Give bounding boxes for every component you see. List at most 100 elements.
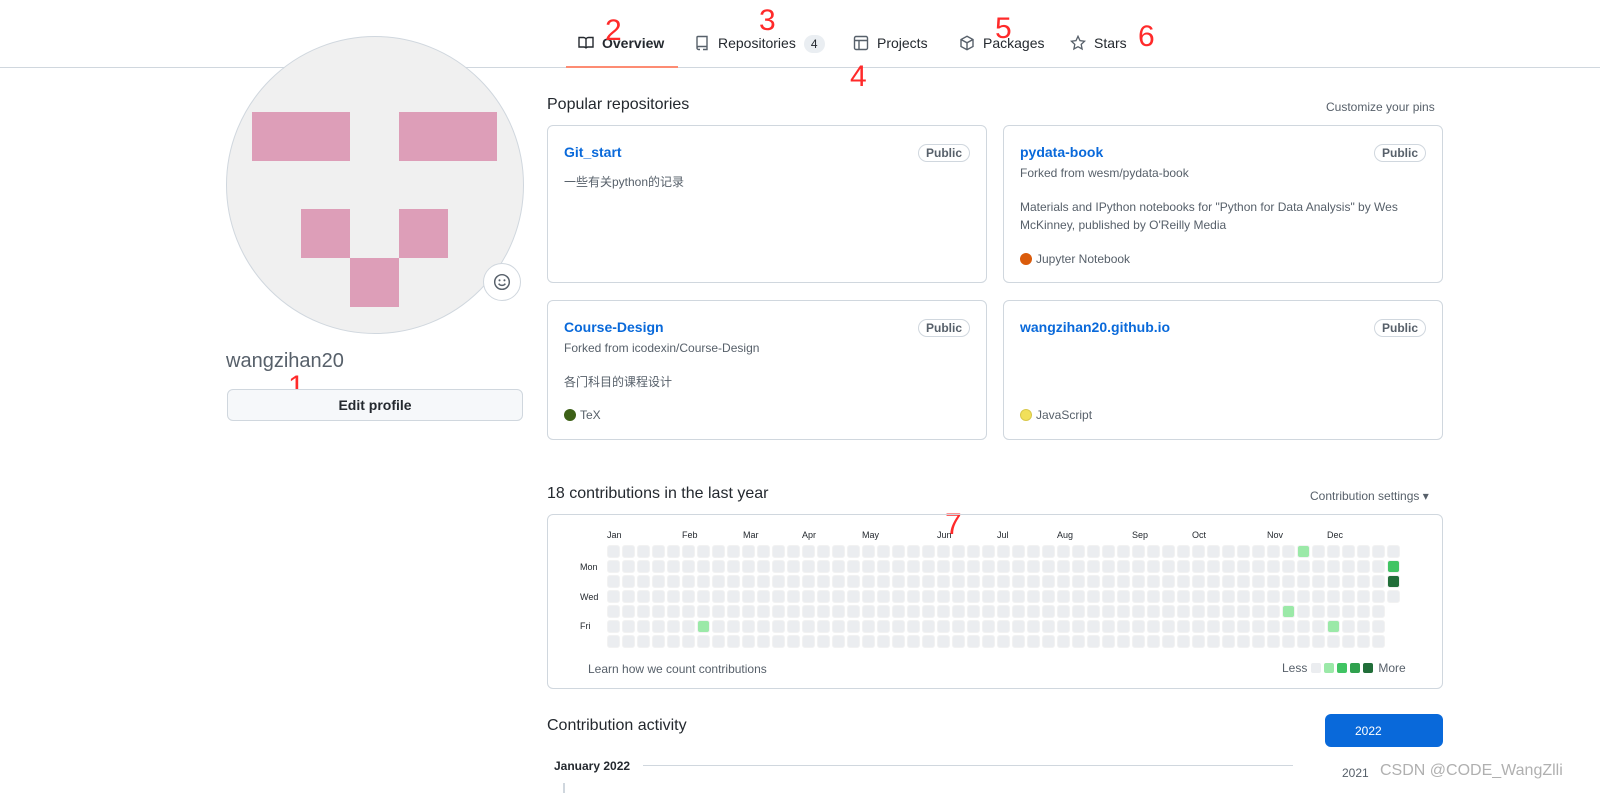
contribution-day-cell[interactable] xyxy=(847,575,860,588)
contribution-day-cell[interactable] xyxy=(907,545,920,558)
contribution-day-cell[interactable] xyxy=(787,635,800,648)
contribution-day-cell[interactable] xyxy=(877,545,890,558)
contribution-day-cell[interactable] xyxy=(1147,560,1160,573)
contribution-day-cell[interactable] xyxy=(847,560,860,573)
contribution-day-cell[interactable] xyxy=(637,635,650,648)
contribution-day-cell[interactable] xyxy=(1222,635,1235,648)
contribution-day-cell[interactable] xyxy=(802,560,815,573)
contribution-day-cell[interactable] xyxy=(682,575,695,588)
contribution-day-cell[interactable] xyxy=(667,590,680,603)
contribution-day-cell[interactable] xyxy=(832,605,845,618)
contribution-day-cell[interactable] xyxy=(727,605,740,618)
contribution-day-cell[interactable] xyxy=(1147,605,1160,618)
contribution-day-cell[interactable] xyxy=(997,605,1010,618)
contribution-day-cell[interactable] xyxy=(667,605,680,618)
contribution-day-cell[interactable] xyxy=(847,545,860,558)
contribution-day-cell[interactable] xyxy=(997,575,1010,588)
contribution-day-cell[interactable] xyxy=(712,620,725,633)
contribution-day-cell[interactable] xyxy=(1132,605,1145,618)
contribution-day-cell[interactable] xyxy=(1192,635,1205,648)
contribution-day-cell[interactable] xyxy=(1312,620,1325,633)
contribution-day-cell[interactable] xyxy=(607,575,620,588)
contribution-day-cell[interactable] xyxy=(1327,560,1340,573)
contribution-day-cell[interactable] xyxy=(607,620,620,633)
contribution-day-cell[interactable] xyxy=(1297,635,1310,648)
contribution-day-cell[interactable] xyxy=(1102,560,1115,573)
contribution-day-cell[interactable] xyxy=(607,605,620,618)
contribution-day-cell[interactable] xyxy=(652,620,665,633)
contribution-day-cell[interactable] xyxy=(997,590,1010,603)
contribution-day-cell[interactable] xyxy=(802,620,815,633)
contribution-day-cell[interactable] xyxy=(817,605,830,618)
repo-name-link[interactable]: pydata-book xyxy=(1020,144,1104,160)
contribution-day-cell[interactable] xyxy=(727,545,740,558)
contribution-day-cell[interactable] xyxy=(1147,635,1160,648)
contribution-day-cell[interactable] xyxy=(1012,560,1025,573)
contribution-day-cell[interactable] xyxy=(1057,635,1070,648)
contribution-day-cell[interactable] xyxy=(1087,620,1100,633)
contribution-day-cell[interactable] xyxy=(832,620,845,633)
contribution-day-cell[interactable] xyxy=(1312,635,1325,648)
contribution-day-cell[interactable] xyxy=(1042,590,1055,603)
contribution-day-cell[interactable] xyxy=(982,575,995,588)
contribution-day-cell[interactable] xyxy=(967,605,980,618)
contribution-day-cell[interactable] xyxy=(1042,545,1055,558)
contribution-day-cell[interactable] xyxy=(1087,590,1100,603)
contribution-day-cell[interactable] xyxy=(1342,545,1355,558)
contribution-day-cell[interactable] xyxy=(1342,635,1355,648)
contribution-day-cell[interactable] xyxy=(1027,575,1040,588)
contribution-day-cell[interactable] xyxy=(1012,575,1025,588)
contribution-day-cell[interactable] xyxy=(1267,575,1280,588)
contribution-day-cell[interactable] xyxy=(652,575,665,588)
contribution-day-cell[interactable] xyxy=(937,635,950,648)
contribution-day-cell[interactable] xyxy=(1117,575,1130,588)
contribution-day-cell[interactable] xyxy=(1102,635,1115,648)
contribution-day-cell[interactable] xyxy=(652,635,665,648)
contribution-day-cell[interactable] xyxy=(817,560,830,573)
contribution-day-cell[interactable] xyxy=(652,605,665,618)
contribution-day-cell[interactable] xyxy=(802,545,815,558)
contribution-day-cell[interactable] xyxy=(1117,620,1130,633)
contribution-day-cell[interactable] xyxy=(787,545,800,558)
contribution-day-cell[interactable] xyxy=(1282,620,1295,633)
contribution-day-cell[interactable] xyxy=(727,575,740,588)
contribution-day-cell[interactable] xyxy=(742,635,755,648)
contribution-day-cell[interactable] xyxy=(757,605,770,618)
contribution-day-cell[interactable] xyxy=(1207,560,1220,573)
contribution-day-cell[interactable] xyxy=(907,605,920,618)
contribution-day-cell[interactable] xyxy=(1102,590,1115,603)
contribution-day-cell[interactable] xyxy=(1297,560,1310,573)
contribution-day-cell[interactable] xyxy=(697,605,710,618)
contribution-day-cell[interactable] xyxy=(637,545,650,558)
avatar[interactable] xyxy=(226,36,524,334)
contribution-day-cell[interactable] xyxy=(622,605,635,618)
contribution-day-cell[interactable] xyxy=(1297,545,1310,558)
contribution-day-cell[interactable] xyxy=(952,620,965,633)
contribution-day-cell[interactable] xyxy=(772,575,785,588)
contribution-day-cell[interactable] xyxy=(772,635,785,648)
contribution-day-cell[interactable] xyxy=(1342,605,1355,618)
contribution-day-cell[interactable] xyxy=(1042,560,1055,573)
contribution-day-cell[interactable] xyxy=(1207,545,1220,558)
contribution-day-cell[interactable] xyxy=(1372,590,1385,603)
contribution-day-cell[interactable] xyxy=(997,620,1010,633)
contribution-day-cell[interactable] xyxy=(877,590,890,603)
contribution-day-cell[interactable] xyxy=(1237,635,1250,648)
contribution-day-cell[interactable] xyxy=(757,590,770,603)
contribution-day-cell[interactable] xyxy=(1087,635,1100,648)
contribution-day-cell[interactable] xyxy=(757,620,770,633)
contribution-day-cell[interactable] xyxy=(832,545,845,558)
contribution-day-cell[interactable] xyxy=(787,560,800,573)
contribution-day-cell[interactable] xyxy=(937,590,950,603)
contribution-day-cell[interactable] xyxy=(667,635,680,648)
contribution-day-cell[interactable] xyxy=(1267,620,1280,633)
contribution-day-cell[interactable] xyxy=(862,575,875,588)
contribution-day-cell[interactable] xyxy=(1147,545,1160,558)
contribution-day-cell[interactable] xyxy=(1057,575,1070,588)
contribution-day-cell[interactable] xyxy=(1237,590,1250,603)
contribution-day-cell[interactable] xyxy=(1057,545,1070,558)
contribution-day-cell[interactable] xyxy=(1087,605,1100,618)
contribution-day-cell[interactable] xyxy=(697,560,710,573)
contribution-day-cell[interactable] xyxy=(937,575,950,588)
contribution-day-cell[interactable] xyxy=(622,590,635,603)
